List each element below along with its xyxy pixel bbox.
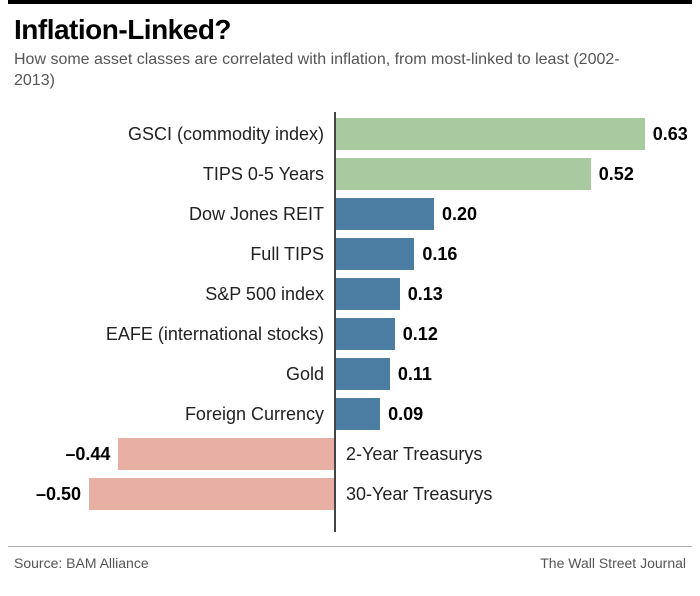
header: Inflation-Linked? How some asset classes… [0,4,700,98]
bar-value: 0.13 [408,284,443,305]
bar [336,398,380,430]
footer: Source: BAM Alliance The Wall Street Jou… [0,547,700,571]
bar [336,278,400,310]
bar-value: 0.63 [653,124,688,145]
bar-value: 0.52 [599,164,634,185]
bar-label: TIPS 0-5 Years [203,164,324,185]
bar-value: 0.12 [403,324,438,345]
chart-row: Full TIPS 0.16 [14,238,686,270]
attribution-text: The Wall Street Journal [540,555,686,571]
chart-area: GSCI (commodity index) 0.63 TIPS 0-5 Years… [14,112,686,532]
bar [118,438,334,470]
bar-value: –0.50 [36,484,81,505]
chart-subtitle: How some asset classes are correlated wi… [14,50,654,92]
source-text: Source: BAM Alliance [14,555,149,571]
bar-value: 0.11 [398,364,432,385]
chart-row: TIPS 0-5 Years 0.52 [14,158,686,190]
bar-value: 0.09 [388,404,423,425]
bar-label: Foreign Currency [185,404,324,425]
bar [336,198,434,230]
chart-row: Gold 0.11 [14,358,686,390]
bar-label: Dow Jones REIT [189,204,324,225]
chart-title: Inflation-Linked? [14,14,686,46]
chart-row: Dow Jones REIT 0.20 [14,198,686,230]
bar-label: GSCI (commodity index) [128,124,324,145]
chart-row: EAFE (international stocks) 0.12 [14,318,686,350]
chart-row: S&P 500 index 0.13 [14,278,686,310]
bar-value: 0.16 [422,244,457,265]
bar [336,318,395,350]
bar-label: 2-Year Treasurys [346,444,482,465]
chart-row: Foreign Currency 0.09 [14,398,686,430]
bar-value: –0.44 [65,444,110,465]
chart-container: Inflation-Linked? How some asset classes… [0,0,700,596]
bar-label: Full TIPS [250,244,324,265]
bar-label: S&P 500 index [205,284,324,305]
bar [336,358,390,390]
chart-row: 30-Year Treasurys –0.50 [14,478,686,510]
chart-row: 2-Year Treasurys –0.44 [14,438,686,470]
bar-value: 0.20 [442,204,477,225]
bar [336,158,591,190]
bar [89,478,334,510]
bar-label: EAFE (international stocks) [106,324,324,345]
bar [336,238,414,270]
bar-label: 30-Year Treasurys [346,484,492,505]
chart-row: GSCI (commodity index) 0.63 [14,118,686,150]
bar [336,118,645,150]
bar-label: Gold [286,364,324,385]
